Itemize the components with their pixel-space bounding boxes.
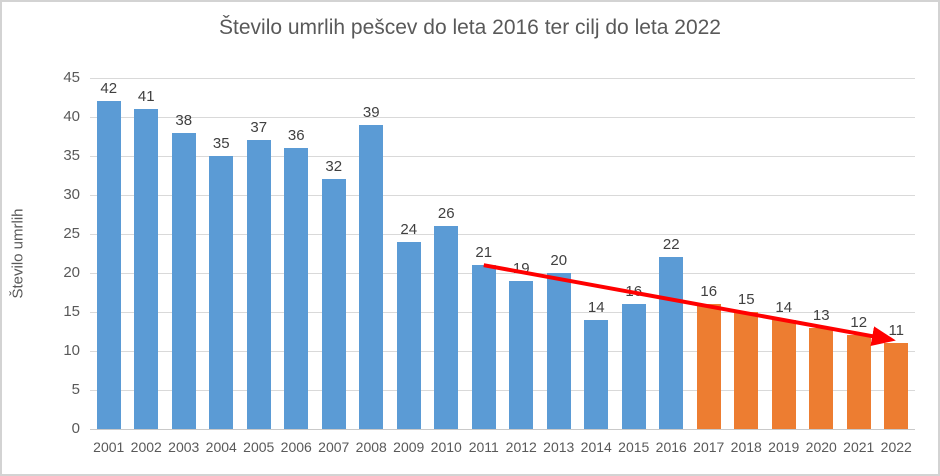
gridline-y-30: [90, 195, 915, 196]
x-tick-label-2017: 2017: [693, 439, 725, 455]
bar-2008: [359, 124, 384, 429]
bar-2013: [546, 273, 571, 429]
data-label-2012: 19: [512, 259, 530, 277]
bar-2019: [771, 319, 796, 429]
data-label-2007: 32: [325, 158, 343, 176]
x-tick-label-2001: 2001: [93, 439, 125, 455]
x-tick-label-2016: 2016: [655, 439, 687, 455]
bar-2001: [96, 101, 121, 429]
data-label-2013: 20: [550, 252, 568, 269]
x-tick-label-2007: 2007: [318, 439, 350, 455]
gridline-y-5: [90, 390, 915, 391]
data-label-2006: 36: [287, 127, 305, 145]
data-label-2011: 21: [475, 244, 493, 262]
x-axis-line: [90, 429, 915, 430]
data-label-2015: 16: [625, 283, 643, 301]
gridline-y-45: [90, 78, 915, 79]
bar-2003: [171, 132, 196, 429]
bar-2021: [846, 335, 871, 429]
bar-2005: [246, 140, 271, 429]
y-tick-label-30: 30: [63, 186, 80, 203]
bar-2014: [584, 319, 609, 429]
x-tick-label-2022: 2022: [880, 439, 912, 455]
data-label-2001: 42: [100, 80, 118, 98]
bar-2010: [434, 226, 459, 429]
y-tick-label-15: 15: [63, 303, 80, 320]
data-label-2010: 26: [437, 205, 455, 223]
data-label-2020: 13: [812, 306, 830, 324]
bar-2006: [284, 148, 309, 429]
data-label-2017: 16: [700, 283, 718, 301]
data-label-2003: 38: [175, 111, 193, 129]
y-tick-label-45: 45: [63, 69, 80, 86]
bar-2002: [134, 109, 159, 429]
data-label-2021: 12: [850, 314, 868, 332]
x-tick-label-2020: 2020: [805, 439, 837, 455]
data-label-2005: 37: [250, 119, 268, 137]
x-tick-label-2012: 2012: [505, 439, 537, 455]
x-tick-label-2013: 2013: [543, 439, 575, 455]
x-tick-label-2003: 2003: [168, 439, 200, 455]
x-tick-label-2006: 2006: [280, 439, 312, 455]
bar-2004: [209, 156, 234, 429]
bar-2016: [659, 257, 684, 429]
data-label-2002: 41: [137, 88, 155, 106]
data-label-2019: 14: [775, 298, 793, 316]
bar-2020: [809, 327, 834, 429]
y-tick-label-5: 5: [71, 381, 80, 398]
x-tick-label-2021: 2021: [843, 439, 875, 455]
x-tick-label-2005: 2005: [243, 439, 275, 455]
data-label-2004: 35: [212, 135, 230, 152]
y-tick-label-20: 20: [63, 264, 80, 281]
x-tick-label-2011: 2011: [468, 439, 499, 455]
x-tick-label-2019: 2019: [768, 439, 800, 455]
x-tick-label-2015: 2015: [618, 439, 650, 455]
gridline-y-10: [90, 351, 915, 352]
y-tick-label-10: 10: [63, 342, 80, 359]
y-tick-label-0: 0: [71, 420, 80, 437]
data-label-2014: 14: [587, 298, 605, 316]
bar-2022: [884, 343, 909, 429]
x-tick-label-2008: 2008: [355, 439, 387, 455]
bar-2011: [471, 265, 496, 429]
data-label-2008: 39: [362, 103, 380, 121]
x-tick-label-2014: 2014: [580, 439, 612, 455]
bar-2018: [734, 312, 759, 429]
bar-2017: [696, 304, 721, 429]
gridline-y-25: [90, 234, 915, 235]
bar-2007: [321, 179, 346, 429]
y-tick-label-40: 40: [63, 108, 80, 125]
gridline-y-35: [90, 156, 915, 157]
bar-2015: [621, 304, 646, 429]
bar-2009: [396, 241, 421, 429]
y-tick-label-25: 25: [63, 225, 80, 242]
data-label-2018: 15: [737, 291, 755, 308]
bar-2012: [509, 280, 534, 429]
x-tick-label-2002: 2002: [130, 439, 162, 455]
data-label-2016: 22: [662, 236, 680, 254]
x-tick-label-2009: 2009: [393, 439, 425, 455]
chart-title: Število umrlih pešcev do leta 2016 ter c…: [219, 16, 721, 39]
data-label-2022: 11: [888, 322, 905, 340]
gridline-y-40: [90, 117, 915, 118]
data-label-2009: 24: [400, 220, 418, 238]
y-tick-label-35: 35: [63, 147, 80, 164]
x-tick-label-2010: 2010: [430, 439, 462, 455]
x-tick-label-2018: 2018: [730, 439, 762, 455]
x-tick-label-2004: 2004: [205, 439, 237, 455]
y-axis-title: Število umrlih: [9, 208, 27, 299]
